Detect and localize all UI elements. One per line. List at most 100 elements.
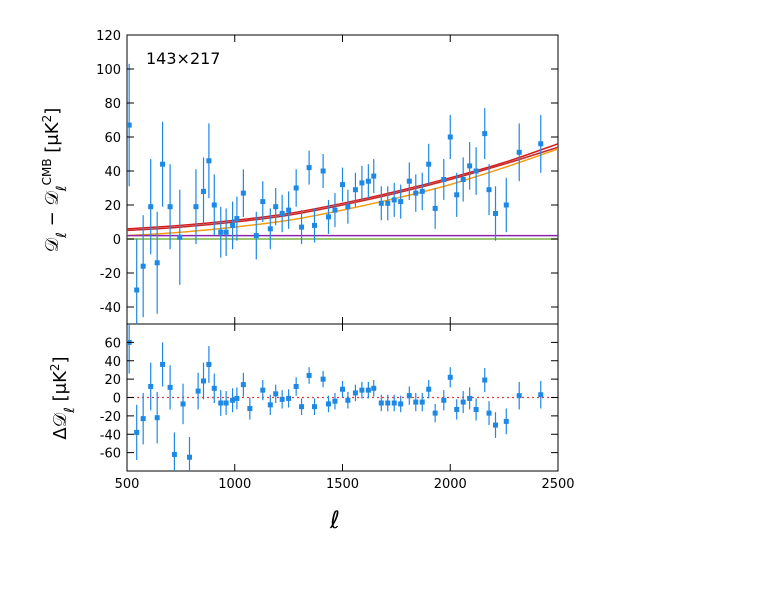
- data-point: [167, 204, 173, 210]
- model-line: [127, 148, 558, 237]
- data-point: [493, 422, 499, 428]
- data-point: [223, 229, 229, 235]
- model-line: [127, 146, 558, 232]
- data-point: [299, 404, 305, 410]
- data-point: [454, 406, 460, 412]
- data-point: [406, 178, 412, 184]
- data-point: [371, 385, 377, 391]
- data-point: [345, 204, 351, 210]
- data-point: [206, 158, 212, 164]
- x-tick-label: 1000: [218, 477, 251, 492]
- y-axis-label-part: ℓ: [54, 232, 70, 239]
- x-tick-label: 2000: [434, 477, 467, 492]
- y-tick-label: -20: [100, 267, 121, 282]
- data-point: [234, 216, 240, 222]
- data-point: [286, 207, 292, 213]
- x-axis-label: ℓ: [329, 506, 340, 534]
- data-point: [332, 207, 338, 213]
- data-point: [211, 202, 217, 208]
- data-point: [273, 204, 279, 210]
- data-point: [140, 263, 146, 269]
- data-point: [186, 454, 192, 460]
- data-point: [177, 234, 183, 240]
- y-axis-label-part: ]: [42, 108, 63, 115]
- y-axis-label-part: ℓ: [62, 407, 78, 414]
- data-point: [206, 361, 212, 367]
- data-point: [441, 177, 447, 182]
- y-tick-label: 40: [104, 355, 121, 370]
- data-point: [486, 410, 492, 416]
- data-point: [154, 415, 160, 421]
- data-point: [299, 224, 305, 230]
- data-point: [391, 197, 397, 203]
- y-tick-label: -20: [100, 410, 121, 425]
- data-point: [211, 385, 217, 391]
- data-point: [253, 233, 259, 239]
- data-point: [460, 399, 466, 405]
- data-point: [293, 185, 299, 191]
- data-point: [359, 180, 365, 186]
- data-point: [385, 200, 391, 206]
- data-point: [306, 372, 312, 378]
- data-point: [279, 211, 285, 216]
- y-axis-label-part: [μK: [50, 370, 71, 407]
- data-point: [267, 402, 273, 408]
- y-axis-label: 𝒟ℓ − 𝒟ℓCMB [μK2]: [40, 108, 70, 253]
- annotation: 143×217: [146, 49, 220, 68]
- data-point: [454, 192, 460, 198]
- data-point: [325, 401, 331, 407]
- data-point: [230, 222, 236, 228]
- data-point: [493, 211, 499, 216]
- data-point: [365, 178, 371, 184]
- data-point: [538, 141, 544, 147]
- y-tick-label: -40: [100, 301, 121, 316]
- data-point: [325, 214, 331, 220]
- plot-area: [127, 63, 558, 324]
- y-tick-label: 120: [96, 29, 121, 44]
- data-point: [467, 395, 473, 401]
- y-tick-label: 0: [113, 233, 121, 248]
- data-point: [267, 226, 273, 232]
- data-point: [486, 187, 492, 193]
- y-axis-label-part: − 𝒟: [42, 191, 63, 233]
- data-point: [218, 400, 224, 406]
- data-point: [240, 190, 246, 196]
- model-line: [127, 143, 558, 230]
- y-tick-label: 80: [104, 97, 121, 112]
- data-point: [160, 361, 166, 367]
- y-tick-label: 60: [104, 336, 121, 351]
- data-point: [426, 386, 432, 392]
- data-point: [352, 390, 358, 396]
- data-point: [473, 406, 479, 412]
- data-point: [230, 397, 236, 403]
- data-point: [193, 204, 199, 210]
- data-point: [320, 168, 326, 174]
- data-point: [223, 400, 229, 406]
- data-point: [352, 187, 358, 193]
- data-point: [134, 287, 140, 293]
- y-axis-label-part: CMB: [40, 158, 54, 185]
- x-tick-label: 2500: [541, 477, 574, 492]
- data-point: [359, 387, 365, 393]
- data-point: [340, 386, 345, 392]
- data-point: [378, 400, 384, 406]
- data-point: [148, 204, 154, 210]
- data-point: [311, 222, 317, 228]
- y-axis-label-part: 2: [48, 363, 62, 371]
- data-point: [167, 384, 173, 390]
- data-point: [398, 199, 404, 205]
- data-point: [286, 395, 292, 401]
- data-point: [332, 398, 338, 404]
- data-point: [447, 134, 453, 140]
- data-point: [413, 399, 419, 405]
- y-tick-label: 0: [113, 392, 121, 407]
- data-point: [426, 161, 432, 167]
- data-point: [201, 188, 207, 194]
- y-tick-label: 20: [104, 199, 121, 214]
- data-point: [306, 165, 312, 171]
- data-point: [340, 182, 345, 188]
- data-point: [240, 382, 246, 388]
- x-tick-label: 500: [115, 477, 140, 492]
- y-tick-label: -40: [100, 428, 121, 443]
- data-point: [180, 401, 186, 407]
